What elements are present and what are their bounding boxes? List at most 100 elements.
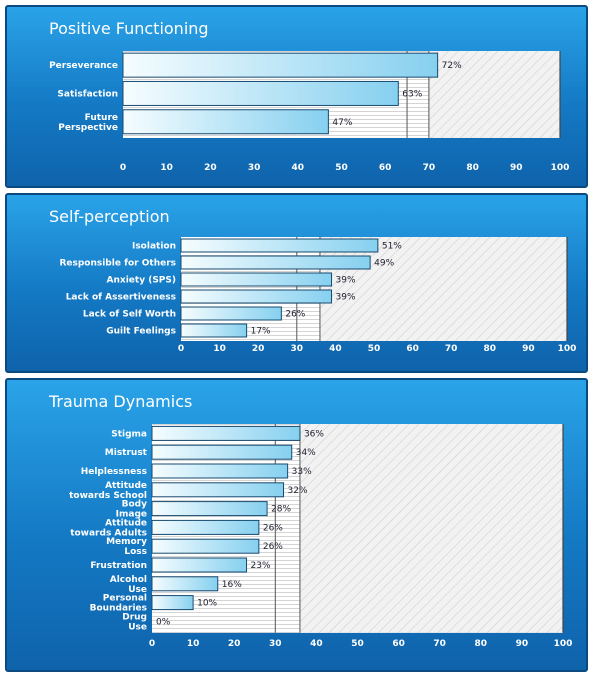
category-label: Satisfaction <box>57 89 118 99</box>
category-label: Lack of Self Worth <box>83 310 176 320</box>
data-label: 63% <box>402 89 422 99</box>
x-tick-label: 10 <box>187 639 200 649</box>
bar <box>151 444 293 460</box>
category-label: Lack of Assertiveness <box>66 293 176 303</box>
bar <box>180 238 379 253</box>
data-label: 72% <box>442 61 462 71</box>
x-tick-label: 30 <box>248 163 261 173</box>
category-label: Drug Use <box>122 612 147 632</box>
bar <box>151 576 219 592</box>
hatched-region <box>428 51 560 138</box>
x-tick-label: 40 <box>310 639 323 649</box>
x-tick-label: 80 <box>475 639 488 649</box>
bar <box>180 289 333 304</box>
bar <box>151 501 268 517</box>
chart-panel-trauma-dynamics: Trauma Dynamics 36% Stigma 34% Mistrust 33% H… <box>5 378 588 672</box>
hatched-region <box>299 424 563 633</box>
bar <box>151 425 301 441</box>
x-tick-label: 90 <box>510 163 523 173</box>
x-tick-label: 80 <box>466 163 479 173</box>
bar <box>122 109 329 135</box>
x-tick-label: 0 <box>149 639 155 649</box>
category-label: Mistrust <box>105 448 148 458</box>
data-label: 32% <box>288 486 308 496</box>
positive-functioning-chart: 72% Perseverance 63% Satisfaction 47% Future P… <box>49 51 569 173</box>
x-tick-label: 30 <box>269 639 282 649</box>
category-label: Responsible for Others <box>59 259 176 269</box>
x-tick-label: 60 <box>379 163 392 173</box>
x-tick-label: 50 <box>335 163 348 173</box>
x-tick-label: 30 <box>291 344 304 354</box>
x-tick-label: 60 <box>392 639 405 649</box>
data-label: 33% <box>292 467 312 477</box>
bar <box>151 595 194 611</box>
data-label: 26% <box>263 542 283 552</box>
data-label: 34% <box>296 448 316 458</box>
category-label: Helplessness <box>81 467 147 477</box>
x-tick-label: 20 <box>228 639 241 649</box>
bar <box>180 306 282 321</box>
x-tick-label: 40 <box>292 163 305 173</box>
x-tick-label: 0 <box>120 163 126 173</box>
data-label: 10% <box>197 599 217 609</box>
x-tick-label: 50 <box>368 344 381 354</box>
data-label: 17% <box>251 327 271 337</box>
category-label: Attitude towards School <box>69 481 147 501</box>
bar <box>151 557 248 573</box>
data-label: 39% <box>336 276 356 286</box>
data-label: 39% <box>336 293 356 303</box>
x-tick-label: 50 <box>351 639 364 649</box>
x-tick-label: 20 <box>252 344 265 354</box>
x-tick-label: 90 <box>522 344 535 354</box>
x-tick-label: 70 <box>433 639 446 649</box>
category-label: Body Image <box>116 500 147 520</box>
x-tick-label: 20 <box>204 163 217 173</box>
x-tick-label: 100 <box>558 344 577 354</box>
bar <box>122 52 439 78</box>
category-label: Attitude towards Adults <box>70 518 147 538</box>
x-tick-label: 100 <box>554 639 573 649</box>
category-label: Frustration <box>90 561 147 571</box>
category-label: Future Perspective <box>58 113 118 133</box>
category-label: Personal Boundaries <box>90 594 147 614</box>
category-label: Stigma <box>111 429 147 439</box>
data-label: 26% <box>285 310 305 320</box>
category-label: Anxiety (SPS) <box>107 276 176 286</box>
data-label: 49% <box>374 259 394 269</box>
chart-panel-positive-functioning: Positive Functioning 72% Perseverance 63% S… <box>5 5 588 188</box>
chart-title: Self-perception <box>49 207 170 226</box>
data-label: 28% <box>271 505 291 515</box>
x-tick-label: 10 <box>160 163 173 173</box>
category-label: Alcohol Use <box>110 575 147 595</box>
category-label: Isolation <box>132 242 176 252</box>
data-label: 0% <box>156 617 171 627</box>
bar <box>180 323 248 338</box>
x-tick-label: 80 <box>484 344 497 354</box>
data-label: 16% <box>222 580 242 590</box>
data-label: 51% <box>382 242 402 252</box>
category-label: Guilt Feelings <box>106 327 176 337</box>
bar <box>151 519 260 535</box>
bar <box>122 80 399 106</box>
x-tick-label: 60 <box>406 344 419 354</box>
data-label: 36% <box>304 429 324 439</box>
bar <box>180 272 333 287</box>
x-tick-label: 0 <box>178 344 184 354</box>
data-label: 26% <box>263 523 283 533</box>
chart-title: Trauma Dynamics <box>49 392 193 411</box>
x-tick-label: 90 <box>516 639 529 649</box>
x-tick-label: 70 <box>445 344 458 354</box>
trauma-dynamics-chart: 36% Stigma 34% Mistrust 33% Helplessness 32% At… <box>69 424 573 649</box>
bar <box>151 463 289 479</box>
self-perception-chart: 51% Isolation 49% Responsible for Others 39%… <box>59 237 577 354</box>
hatched-region <box>319 237 567 341</box>
x-tick-label: 10 <box>213 344 226 354</box>
category-label: Memory Loss <box>106 537 147 557</box>
data-label: 47% <box>332 118 352 128</box>
data-label: 23% <box>251 561 271 571</box>
category-label: Perseverance <box>49 61 118 71</box>
x-tick-label: 70 <box>423 163 436 173</box>
bar <box>151 482 285 498</box>
bar <box>180 255 371 270</box>
chart-panel-self-perception: Self-perception 51% Isolation 49% Responsib… <box>5 193 588 373</box>
